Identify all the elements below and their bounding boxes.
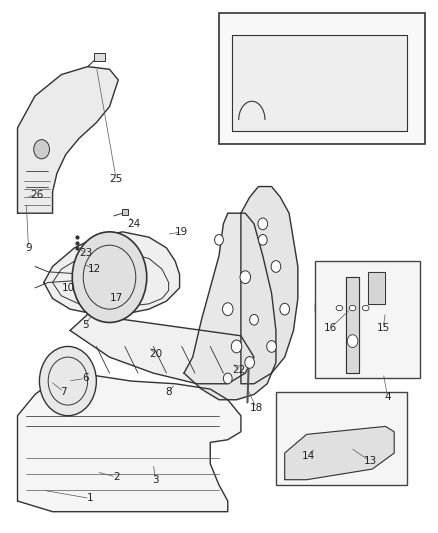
Circle shape: [223, 303, 233, 316]
Bar: [219, 13, 425, 144]
Circle shape: [34, 140, 49, 159]
Text: 6: 6: [82, 374, 89, 383]
Text: 2: 2: [113, 472, 120, 482]
Text: 17: 17: [110, 294, 123, 303]
Circle shape: [245, 357, 254, 368]
Circle shape: [267, 341, 276, 352]
Text: 14: 14: [302, 451, 315, 461]
Text: 3: 3: [152, 475, 159, 484]
Circle shape: [215, 235, 223, 245]
Text: 18: 18: [250, 403, 263, 413]
Circle shape: [258, 218, 268, 230]
Circle shape: [250, 314, 258, 325]
Bar: [122, 209, 128, 215]
Circle shape: [39, 346, 96, 416]
Polygon shape: [184, 213, 276, 400]
Bar: [276, 392, 407, 485]
Polygon shape: [18, 67, 118, 213]
Polygon shape: [315, 301, 403, 316]
Text: 19: 19: [175, 227, 188, 237]
Ellipse shape: [362, 305, 369, 311]
Circle shape: [231, 340, 242, 353]
Text: 15: 15: [377, 323, 390, 333]
Text: 13: 13: [364, 456, 377, 466]
Bar: [315, 261, 420, 378]
Circle shape: [258, 235, 267, 245]
Text: 26: 26: [31, 190, 44, 199]
Circle shape: [240, 271, 251, 284]
Text: 10: 10: [61, 283, 74, 293]
Polygon shape: [70, 314, 254, 384]
Polygon shape: [285, 426, 394, 480]
Ellipse shape: [336, 305, 343, 311]
Bar: [94, 53, 105, 61]
Text: 24: 24: [127, 219, 140, 229]
Text: 12: 12: [88, 264, 101, 274]
Polygon shape: [346, 277, 359, 373]
Text: 16: 16: [324, 323, 337, 333]
Text: 25: 25: [110, 174, 123, 183]
Polygon shape: [241, 187, 298, 384]
Circle shape: [271, 261, 281, 272]
Text: 5: 5: [82, 320, 89, 330]
Text: 9: 9: [25, 243, 32, 253]
Text: 1: 1: [86, 494, 93, 503]
Text: 8: 8: [165, 387, 172, 397]
Ellipse shape: [350, 305, 356, 311]
Polygon shape: [368, 272, 385, 304]
Circle shape: [72, 232, 147, 322]
Circle shape: [280, 303, 290, 315]
Text: 20: 20: [149, 350, 162, 359]
Text: 23: 23: [79, 248, 92, 258]
Text: 22: 22: [232, 366, 245, 375]
Circle shape: [347, 335, 358, 348]
Polygon shape: [18, 376, 241, 512]
Text: 4: 4: [384, 392, 391, 402]
Text: 7: 7: [60, 387, 67, 397]
Polygon shape: [232, 35, 407, 131]
Polygon shape: [44, 232, 180, 314]
Circle shape: [223, 373, 232, 384]
